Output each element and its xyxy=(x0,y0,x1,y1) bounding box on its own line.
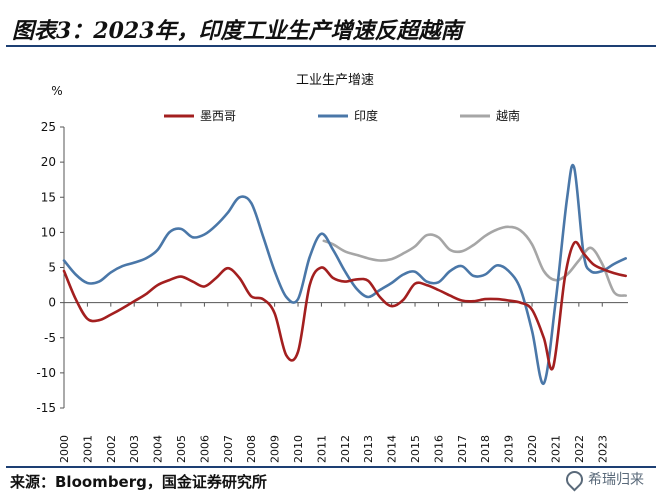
x-tick-label: 2010 xyxy=(292,435,305,463)
x-tick-label: 2001 xyxy=(81,435,94,463)
y-tick-label: -15 xyxy=(36,401,56,415)
chart-area: 工业生产增速% 墨西哥 印度 越南 25 20 15 10 5 0 -5 -10 -15 2000 2001… xyxy=(0,62,660,467)
legend-label-3: 越南 xyxy=(496,108,520,123)
series-line-2 xyxy=(62,163,627,385)
location-pin-icon xyxy=(562,466,587,492)
y-tick-label: 20 xyxy=(41,155,56,169)
y-tick-label: 10 xyxy=(41,225,56,239)
source-note: 来源：Bloomberg，国金证券研究所 xyxy=(10,473,267,491)
x-tick-label: 2007 xyxy=(222,435,235,463)
x-tick-label: 2019 xyxy=(503,435,516,463)
figure-footer: 来源：Bloomberg，国金证券研究所 希瑞归来 xyxy=(6,466,656,492)
x-tick-label: 2006 xyxy=(198,435,211,463)
legend-label-1: 墨西哥 xyxy=(200,109,236,123)
figure-header: 图表3：2023年，印度工业生产增速反超越南 xyxy=(6,5,656,47)
x-tick-label: 2004 xyxy=(152,435,165,463)
y-tick-label: -10 xyxy=(36,366,56,380)
figure-title: 图表3：2023年，印度工业生产增速反超越南 xyxy=(12,18,463,44)
y-tick-label: -5 xyxy=(44,331,56,345)
x-tick-label: 2003 xyxy=(128,435,141,463)
x-tick-label: 2014 xyxy=(386,435,399,463)
footer-divider xyxy=(6,466,656,468)
x-tick-label: 2011 xyxy=(315,435,328,463)
x-tick-label: 2016 xyxy=(432,435,445,463)
header-divider xyxy=(6,45,656,47)
series-line-1 xyxy=(62,240,627,371)
watermark: 希瑞归来 xyxy=(562,466,648,492)
x-tick-label: 2017 xyxy=(456,435,469,463)
x-tick-label: 2022 xyxy=(573,435,586,463)
watermark-text: 希瑞归来 xyxy=(588,472,644,488)
legend-label-2: 印度 xyxy=(354,108,378,123)
x-tick-label: 2018 xyxy=(479,435,492,463)
x-tick-label: 2020 xyxy=(526,435,539,463)
series-line-3 xyxy=(322,225,627,297)
x-tick-label: 2015 xyxy=(409,435,422,463)
x-tick-label: 2012 xyxy=(339,435,352,463)
x-tick-label: 2009 xyxy=(269,435,282,463)
chart-title: 工业生产增速 xyxy=(296,73,374,88)
x-tick-label: 2023 xyxy=(596,435,609,463)
x-tick-label: 2002 xyxy=(105,435,118,463)
x-tick-label: 2005 xyxy=(175,435,188,463)
y-tick-label: 5 xyxy=(48,261,56,275)
x-tick-label: 2000 xyxy=(58,435,71,463)
y-tick-label: 0 xyxy=(48,296,56,310)
y-axis-unit-label: % xyxy=(51,84,62,98)
y-tick-label: 15 xyxy=(41,190,56,204)
y-tick-label: 25 xyxy=(41,120,56,134)
x-tick-label: 2021 xyxy=(549,435,562,463)
x-tick-label: 2008 xyxy=(245,435,258,463)
x-tick-label: 2013 xyxy=(362,435,375,463)
